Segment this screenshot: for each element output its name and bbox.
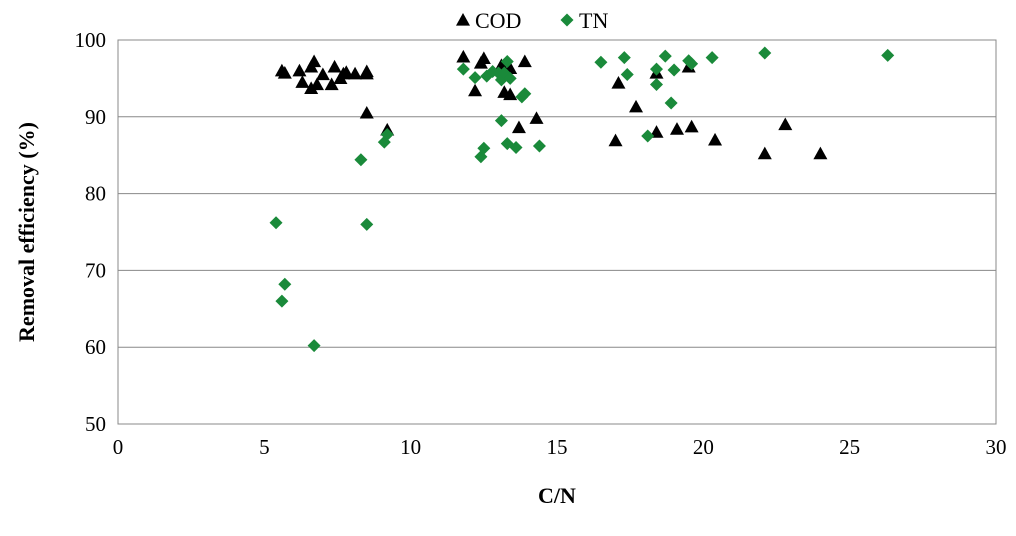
- cod-point: [304, 81, 319, 94]
- cod-point: [476, 51, 491, 65]
- cod-point: [503, 87, 518, 101]
- tn-point: [500, 55, 514, 69]
- tn-point: [620, 68, 634, 82]
- tn-point: [503, 71, 517, 85]
- tn-point: [307, 339, 321, 353]
- cod-point: [608, 133, 623, 147]
- legend: COD TN: [456, 8, 608, 33]
- tn-point: [275, 294, 289, 308]
- x-tick-label: 0: [113, 435, 124, 459]
- y-tick-label: 100: [75, 28, 107, 52]
- cod-point: [669, 122, 684, 135]
- cod-point: [339, 65, 354, 78]
- tn-point: [758, 46, 772, 60]
- tn-point: [494, 114, 508, 128]
- tn-point: [641, 129, 655, 143]
- cod-point: [315, 67, 330, 81]
- x-tick-label: 5: [259, 435, 270, 459]
- cod-point: [359, 64, 374, 78]
- tn-point: [881, 48, 895, 62]
- y-tick-label: 60: [85, 335, 106, 359]
- series-tn: [269, 46, 895, 353]
- cod-point: [310, 77, 325, 91]
- y-tick-label: 50: [85, 412, 106, 436]
- cod-point: [468, 83, 483, 97]
- plot-area: [117, 39, 997, 425]
- cod-point: [611, 76, 626, 89]
- tn-point: [667, 63, 681, 77]
- data-points: [269, 46, 895, 353]
- x-tick-label: 10: [400, 435, 421, 459]
- cod-point: [517, 54, 532, 68]
- tn-point: [532, 139, 546, 153]
- y-tick-label: 90: [85, 105, 106, 129]
- tn-point: [518, 87, 532, 101]
- x-tick-label: 25: [839, 435, 860, 459]
- tn-point: [650, 78, 664, 92]
- y-tick-label: 70: [85, 258, 106, 282]
- cod-point: [708, 132, 723, 146]
- tn-point: [705, 51, 719, 65]
- y-tick-labels: 50 60 70 80 90 100: [75, 28, 107, 436]
- tn-point: [509, 141, 523, 155]
- cod-point: [778, 117, 793, 131]
- tn-point: [650, 62, 664, 76]
- tn-point: [278, 277, 292, 291]
- tn-point: [269, 216, 283, 230]
- cod-point: [324, 77, 339, 91]
- y-axis-label: Removal efficiency (%): [14, 122, 39, 342]
- cod-point: [813, 146, 828, 160]
- cod-point: [295, 75, 310, 88]
- tn-point: [477, 141, 491, 155]
- tn-point: [354, 153, 368, 167]
- cod-point: [511, 120, 526, 134]
- x-tick-label: 15: [547, 435, 568, 459]
- cod-point: [327, 59, 342, 73]
- legend-label-cod: COD: [475, 8, 521, 33]
- cod-point: [629, 99, 644, 113]
- gridlines: [118, 39, 996, 425]
- cod-point: [529, 111, 544, 124]
- x-tick-label: 20: [693, 435, 714, 459]
- tn-point: [685, 57, 699, 71]
- series-cod: [274, 49, 828, 160]
- tn-point: [456, 62, 470, 76]
- cod-point: [359, 105, 374, 119]
- tn-point: [658, 49, 672, 63]
- legend-label-tn: TN: [579, 8, 608, 33]
- x-tick-label: 30: [986, 435, 1007, 459]
- tn-point: [617, 51, 631, 65]
- x-axis-label: C/N: [538, 483, 576, 508]
- tn-point: [664, 96, 678, 110]
- cod-point: [456, 49, 471, 63]
- cod-point: [757, 146, 772, 160]
- legend-marker-cod: [456, 13, 470, 26]
- cod-point: [277, 66, 292, 79]
- x-tick-labels: 0 5 10 15 20 25 30: [113, 435, 1007, 459]
- tn-point: [380, 127, 394, 141]
- cod-point: [649, 125, 664, 138]
- legend-marker-tn: [560, 13, 574, 27]
- cod-point: [307, 54, 322, 68]
- cod-point: [292, 63, 307, 77]
- tn-point: [594, 55, 608, 69]
- tn-point: [360, 217, 374, 231]
- cod-point: [684, 119, 699, 133]
- y-tick-label: 80: [85, 182, 106, 206]
- cod-point: [348, 66, 363, 80]
- tn-point: [468, 71, 482, 85]
